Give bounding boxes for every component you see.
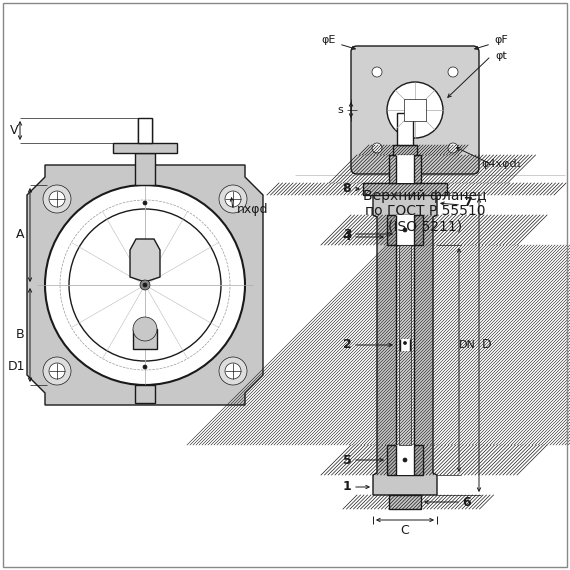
Bar xyxy=(389,155,421,183)
Text: B: B xyxy=(16,328,25,341)
Circle shape xyxy=(225,191,241,207)
Bar xyxy=(400,339,410,351)
Bar xyxy=(387,215,423,245)
Circle shape xyxy=(448,67,458,77)
Circle shape xyxy=(45,185,245,385)
Bar xyxy=(397,113,413,145)
Bar xyxy=(396,215,414,245)
Circle shape xyxy=(43,357,71,385)
Circle shape xyxy=(219,185,247,213)
Bar xyxy=(396,445,414,475)
Text: 5: 5 xyxy=(343,454,351,466)
Bar xyxy=(135,385,155,403)
Circle shape xyxy=(372,67,382,77)
Text: 1: 1 xyxy=(343,481,351,494)
Text: Верхний фланец: Верхний фланец xyxy=(363,189,487,203)
Polygon shape xyxy=(373,195,437,495)
Bar xyxy=(138,118,152,143)
Polygon shape xyxy=(27,165,263,405)
Bar xyxy=(393,145,417,155)
Circle shape xyxy=(69,209,221,361)
Bar xyxy=(389,155,421,183)
Bar xyxy=(135,153,155,185)
Bar xyxy=(387,445,423,475)
Bar xyxy=(399,245,411,445)
Bar xyxy=(363,183,447,195)
Bar xyxy=(396,245,414,445)
Circle shape xyxy=(143,201,147,205)
Polygon shape xyxy=(130,239,160,281)
Text: V: V xyxy=(10,124,18,137)
Circle shape xyxy=(49,191,65,207)
Text: A: A xyxy=(16,229,25,242)
Text: по ГОСТ Р 55510: по ГОСТ Р 55510 xyxy=(365,204,485,218)
Bar xyxy=(389,495,421,509)
Text: DN: DN xyxy=(458,340,475,350)
Bar xyxy=(396,155,414,183)
Text: nxφd: nxφd xyxy=(237,203,268,217)
Text: φ4xφd₁: φ4xφd₁ xyxy=(481,159,521,169)
Circle shape xyxy=(143,283,147,287)
Bar xyxy=(133,329,157,349)
Text: 6: 6 xyxy=(463,495,471,508)
Text: C: C xyxy=(401,523,409,536)
Text: 2: 2 xyxy=(343,339,351,352)
Text: s: s xyxy=(337,105,343,115)
Circle shape xyxy=(140,280,150,290)
Bar xyxy=(389,495,421,509)
Circle shape xyxy=(219,357,247,385)
Circle shape xyxy=(43,185,71,213)
Bar xyxy=(113,143,177,153)
Circle shape xyxy=(403,458,407,462)
Bar xyxy=(387,445,423,475)
Polygon shape xyxy=(404,99,426,121)
Circle shape xyxy=(225,363,241,379)
Circle shape xyxy=(133,317,157,341)
Text: (ISO 5211): (ISO 5211) xyxy=(388,219,462,233)
Bar xyxy=(363,183,447,195)
Circle shape xyxy=(404,341,406,344)
Bar xyxy=(387,215,423,245)
Circle shape xyxy=(387,82,443,138)
Text: D: D xyxy=(482,339,492,352)
Text: 7: 7 xyxy=(463,197,471,210)
Circle shape xyxy=(143,365,147,369)
Circle shape xyxy=(403,228,407,232)
Text: φF: φF xyxy=(494,35,508,45)
Circle shape xyxy=(372,143,382,153)
Text: D1: D1 xyxy=(7,360,25,373)
Text: 4: 4 xyxy=(343,230,351,243)
Text: φt: φt xyxy=(495,51,507,61)
Text: 3: 3 xyxy=(343,227,351,241)
Bar xyxy=(399,245,411,445)
Text: 8: 8 xyxy=(343,182,351,196)
Circle shape xyxy=(49,363,65,379)
Text: φE: φE xyxy=(322,35,336,45)
Bar xyxy=(393,145,417,155)
Circle shape xyxy=(448,143,458,153)
FancyBboxPatch shape xyxy=(351,46,479,174)
